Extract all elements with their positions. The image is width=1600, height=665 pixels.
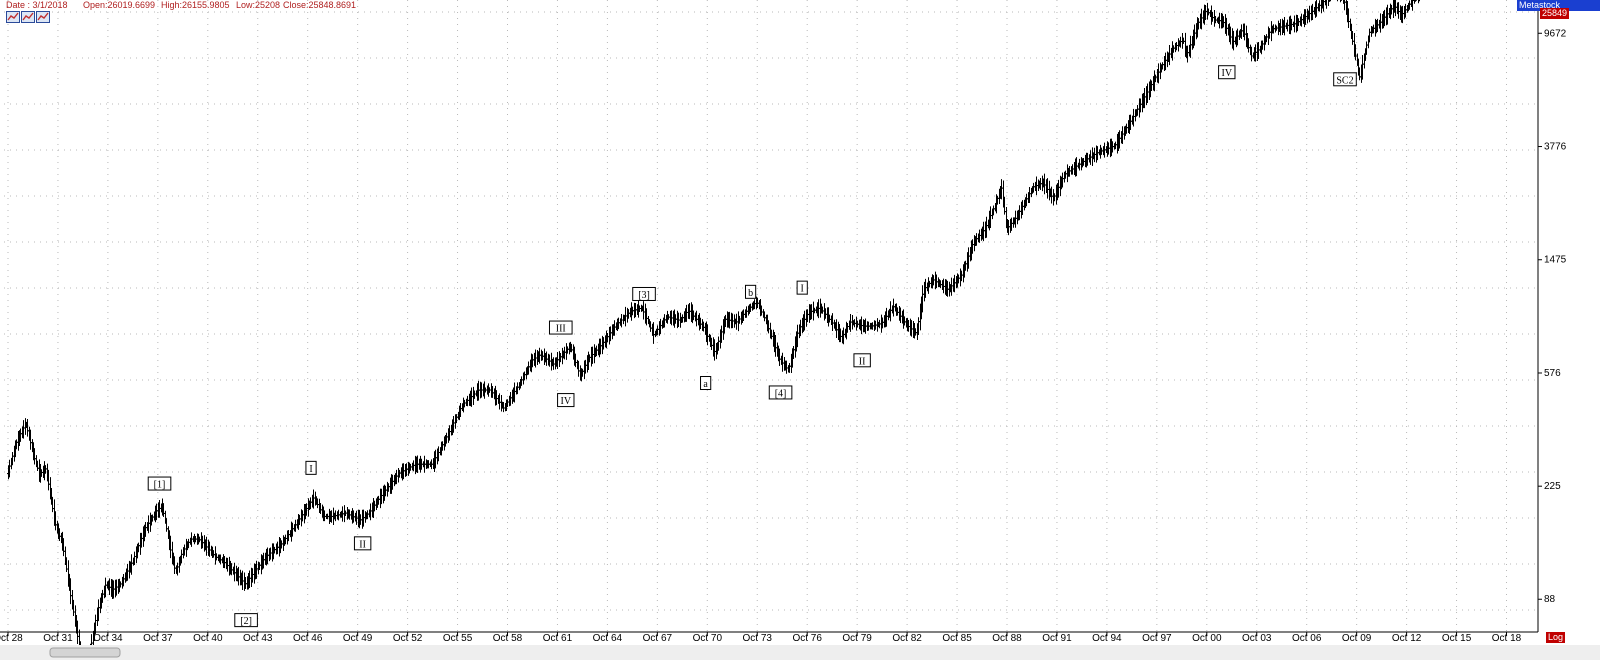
header-open: Open:26019.6699 — [83, 0, 156, 10]
y-tick-label: 576 — [1544, 368, 1561, 379]
wave-label-text: [1] — [154, 480, 166, 491]
chart-tool-icon[interactable] — [6, 11, 20, 23]
y-tick-label: 1475 — [1544, 255, 1567, 266]
x-tick-label: Oct 97 — [1142, 633, 1172, 644]
x-tick-label: Oct 61 — [543, 633, 573, 644]
x-tick-label: Oct 49 — [343, 633, 373, 644]
x-tick-labels: Oct 28 Oct 31 Oct 34 Oct 37 Oct 40 Oct 43 Oct … — [0, 632, 1522, 644]
x-tick-label: Oct 76 — [792, 633, 822, 644]
price-bar — [1324, 0, 1327, 6]
bottom-scrollbar[interactable] — [0, 645, 1600, 660]
price-bar — [1415, 0, 1416, 2]
brand-label: Metastock — [1517, 0, 1600, 11]
x-tick-label: Oct 46 — [293, 633, 323, 644]
wave-label: I — [305, 460, 317, 475]
wave-label: a — [700, 376, 712, 391]
x-tick-label: Oct 67 — [643, 633, 673, 644]
x-tick-label: Oct 52 — [393, 633, 423, 644]
wave-label-text: [3] — [638, 290, 650, 301]
wave-label-text: I — [309, 464, 312, 475]
y-tick-label: 88 — [1544, 594, 1556, 605]
wave-label: III — [548, 320, 573, 335]
wave-label-text: SC2 — [1336, 75, 1353, 86]
grid — [4, 0, 1538, 632]
x-tick-label: Oct 88 — [992, 633, 1022, 644]
price-bar — [1325, 0, 1327, 9]
x-tick-label: Oct 85 — [942, 633, 972, 644]
x-tick-label: Oct 64 — [593, 633, 623, 644]
wave-label-text: b — [748, 288, 753, 299]
x-tick-label: Oct 40 — [193, 633, 223, 644]
y-tick-label: 3776 — [1544, 142, 1567, 153]
wave-label: IV — [557, 393, 575, 408]
wave-label-text: a — [703, 379, 708, 390]
wave-label: II — [853, 353, 871, 368]
wave-label: [3] — [632, 286, 656, 301]
wave-label: SC2 — [1333, 72, 1357, 87]
wave-label: [2] — [234, 613, 258, 628]
price-bar — [1340, 0, 1341, 3]
wave-label-text: I — [801, 284, 804, 295]
x-tick-label: Oct 31 — [43, 633, 73, 644]
y-tick-label: 9672 — [1544, 28, 1567, 39]
chart-tool-icon[interactable] — [21, 11, 35, 23]
wave-label-text: IV — [1221, 68, 1232, 79]
x-tick-label: Oct 91 — [1042, 633, 1072, 644]
x-tick-label: Oct 43 — [243, 633, 273, 644]
header-low: Low:25208 — [236, 0, 281, 10]
wave-label: [1] — [147, 476, 172, 491]
x-tick-label: Oct 00 — [1192, 633, 1222, 644]
x-tick-label: Oct 28 — [0, 633, 23, 644]
header-date: Date : 3/1/2018 — [6, 0, 68, 10]
x-tick-label: Oct 03 — [1242, 633, 1272, 644]
x-tick-label: Oct 94 — [1092, 633, 1122, 644]
log-scale-button[interactable]: Log — [1546, 632, 1566, 643]
x-tick-label: Oct 73 — [743, 633, 773, 644]
x-tick-label: Oct 79 — [842, 633, 872, 644]
header-high: High:26155.9805 — [161, 0, 230, 10]
price-bar — [1328, 0, 1329, 6]
price-bar — [1413, 0, 1415, 4]
wave-label-text: IV — [560, 396, 571, 407]
x-tick-label: Oct 09 — [1342, 633, 1372, 644]
wave-label: II — [353, 536, 372, 551]
wave-label-text: [2] — [240, 616, 252, 627]
x-tick-label: Oct 18 — [1492, 633, 1522, 644]
x-tick-label: Oct 15 — [1442, 633, 1472, 644]
wave-label: [4] — [768, 385, 793, 400]
wave-label: I — [796, 280, 808, 295]
y-tick-labels: 88 225 576 1475 3776 9672 — [1538, 28, 1567, 605]
x-tick-label: Oct 55 — [443, 633, 473, 644]
price-bars — [7, 0, 1420, 665]
x-tick-label: Oct 12 — [1392, 633, 1422, 644]
wave-label-text: II — [859, 356, 866, 367]
wave-label: IV — [1218, 65, 1236, 80]
chart-tool-icon[interactable] — [36, 11, 50, 23]
y-tick-label: 225 — [1544, 481, 1561, 492]
price-bar — [1337, 0, 1338, 2]
x-tick-label: Oct 58 — [493, 633, 523, 644]
x-tick-label: Oct 37 — [143, 633, 173, 644]
wave-label-text: II — [359, 539, 366, 550]
wave-label: b — [744, 284, 757, 299]
wave-label-text: III — [556, 324, 566, 335]
x-tick-label: Oct 06 — [1292, 633, 1322, 644]
x-tick-label: Oct 34 — [93, 633, 123, 644]
header-close: Close:25848.8691 — [283, 0, 357, 10]
wave-label-text: [4] — [775, 388, 787, 399]
price-bar — [1418, 0, 1419, 4]
x-tick-label: Oct 70 — [693, 633, 723, 644]
x-tick-label: Oct 82 — [892, 633, 922, 644]
last-price-label: 25849 — [1540, 8, 1570, 19]
